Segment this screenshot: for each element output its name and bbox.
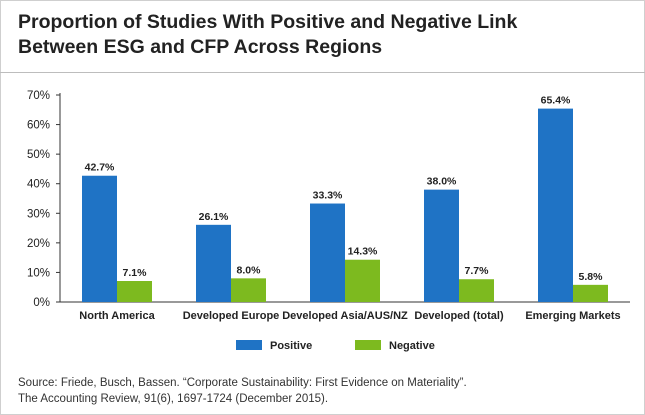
data-label-positive: 38.0% — [427, 176, 457, 188]
x-category-label: Emerging Markets — [525, 310, 620, 322]
y-tick-label: 60% — [27, 120, 50, 132]
source-line-1: Source: Friede, Busch, Bassen. “Corporat… — [18, 377, 467, 389]
data-label-negative: 5.8% — [579, 271, 604, 283]
bar-negative — [231, 278, 266, 302]
y-tick-label: 40% — [27, 179, 50, 191]
bar-negative — [345, 259, 380, 302]
data-label-negative: 8.0% — [237, 264, 262, 276]
legend-label-positive: Positive — [270, 340, 312, 352]
source-note: Source: Friede, Busch, Bassen. “Corporat… — [18, 375, 467, 407]
bar-positive — [310, 203, 345, 302]
chart-title: Proportion of Studies With Positive and … — [18, 10, 618, 60]
bar-positive — [424, 189, 459, 302]
x-category-label: North America — [79, 310, 155, 322]
y-tick-label: 20% — [27, 238, 50, 250]
bar-negative — [459, 279, 494, 302]
title-divider — [0, 72, 645, 73]
legend-label-negative: Negative — [389, 340, 435, 352]
x-category-label: Developed Asia/AUS/NZ — [282, 310, 408, 322]
bar-positive — [196, 224, 231, 302]
data-label-negative: 7.1% — [123, 267, 148, 279]
y-tick-label: 30% — [27, 208, 50, 220]
y-tick-label: 50% — [27, 149, 50, 161]
y-tick-label: 10% — [27, 267, 50, 279]
bar-negative — [573, 284, 608, 302]
data-label-negative: 7.7% — [465, 265, 490, 277]
bar-chart: 0% 10% 20% 30% 40% 50% 60% 70% 42.7% 7.1% North Am… — [27, 90, 630, 352]
legend-swatch-negative — [355, 340, 381, 350]
data-label-positive: 65.4% — [541, 95, 571, 107]
title-line-2: Between ESG and CFP Across Regions — [18, 36, 383, 58]
bar-positive — [82, 175, 117, 302]
x-category-label: Developed Europe — [183, 310, 280, 322]
bar-negative — [117, 281, 152, 302]
y-tick-label: 0% — [33, 297, 50, 309]
data-label-negative: 14.3% — [348, 246, 378, 258]
data-label-positive: 26.1% — [199, 211, 229, 223]
x-category-label: Developed (total) — [414, 310, 504, 322]
title-line-1: Proportion of Studies With Positive and … — [18, 11, 518, 33]
legend-swatch-positive — [236, 340, 262, 350]
data-label-positive: 33.3% — [313, 190, 343, 202]
y-tick-label: 70% — [27, 90, 50, 102]
source-line-2: The Accounting Review, 91(6), 1697-1724 … — [18, 393, 329, 405]
data-label-positive: 42.7% — [85, 162, 115, 174]
bar-positive — [538, 108, 573, 302]
